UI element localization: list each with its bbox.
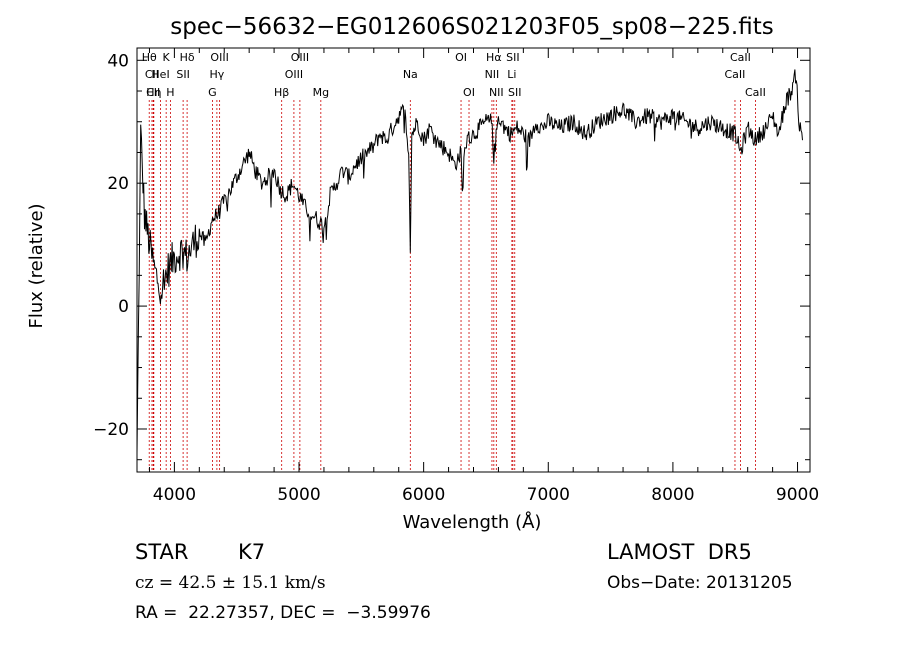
plot-frame xyxy=(136,47,811,473)
y-tick-label: −20 xyxy=(93,420,129,440)
plot-area xyxy=(136,69,803,454)
chart-title: spec−56632−EG012606S021203F05_sp08−225.f… xyxy=(170,14,773,40)
line-marker-label: Na xyxy=(403,68,418,81)
line-marker-label: K xyxy=(163,51,171,64)
line-marker-label: NII xyxy=(489,86,504,99)
line-marker-label: G xyxy=(208,86,217,99)
redshift-velocity: cz = 42.5 ± 15.1 km/s xyxy=(135,573,326,593)
x-tick-label: 6000 xyxy=(402,485,445,505)
spectrum-line xyxy=(136,69,803,454)
spectral-subclass: K7 xyxy=(238,540,266,564)
line-marker-label: HeI xyxy=(151,68,169,81)
y-tick-label: 40 xyxy=(107,51,129,71)
y-axis-label: Flux (relative) xyxy=(26,203,47,328)
line-marker-label: OIII xyxy=(291,51,309,64)
coordinates: RA = 22.27357, DEC = −3.59976 xyxy=(135,603,431,623)
line-marker-label: CaII xyxy=(745,86,766,99)
line-marker-label: Hβ xyxy=(274,86,289,99)
y-tick-label: 20 xyxy=(107,174,129,194)
line-marker-label: Hα xyxy=(486,51,502,64)
line-marker-label: Hγ xyxy=(209,68,224,81)
line-marker-label: Li xyxy=(507,68,516,81)
line-marker-label: OIII xyxy=(210,51,228,64)
line-marker-label: NII xyxy=(485,68,500,81)
line-marker-label: OIII xyxy=(285,68,303,81)
observation-date: Obs−Date: 20131205 xyxy=(607,573,793,593)
line-marker-label: CaII xyxy=(725,68,746,81)
line-marker-label: OI xyxy=(463,86,475,99)
line-marker-label: SII xyxy=(176,68,189,81)
line-marker-label: Hδ xyxy=(180,51,195,64)
survey-name: LAMOST DR5 xyxy=(607,540,752,564)
line-marker-label: SII xyxy=(506,51,519,64)
x-tick-label: 4000 xyxy=(153,485,196,505)
x-tick-label: 8000 xyxy=(651,485,694,505)
x-tick-label: 5000 xyxy=(277,485,320,505)
y-tick-label: 0 xyxy=(118,297,129,317)
line-marker-label: SII xyxy=(508,86,521,99)
axes: 4000 5000 6000 7000 8000 9000 −20 0 20 40 xyxy=(93,47,819,505)
line-marker-label: Hη xyxy=(146,86,161,99)
x-tick-label: 7000 xyxy=(527,485,570,505)
x-axis-label: Wavelength (Å) xyxy=(403,511,542,533)
line-marker-label: CII xyxy=(146,86,160,99)
line-marker-label: CII xyxy=(145,68,159,81)
line-marker-label: CaII xyxy=(730,51,751,64)
line-marker-label: H xyxy=(166,86,174,99)
line-marker-label: OI xyxy=(455,51,467,64)
x-tick-label: 9000 xyxy=(776,485,819,505)
object-class: STAR xyxy=(135,540,189,564)
line-marker-label: Mg xyxy=(313,86,329,99)
